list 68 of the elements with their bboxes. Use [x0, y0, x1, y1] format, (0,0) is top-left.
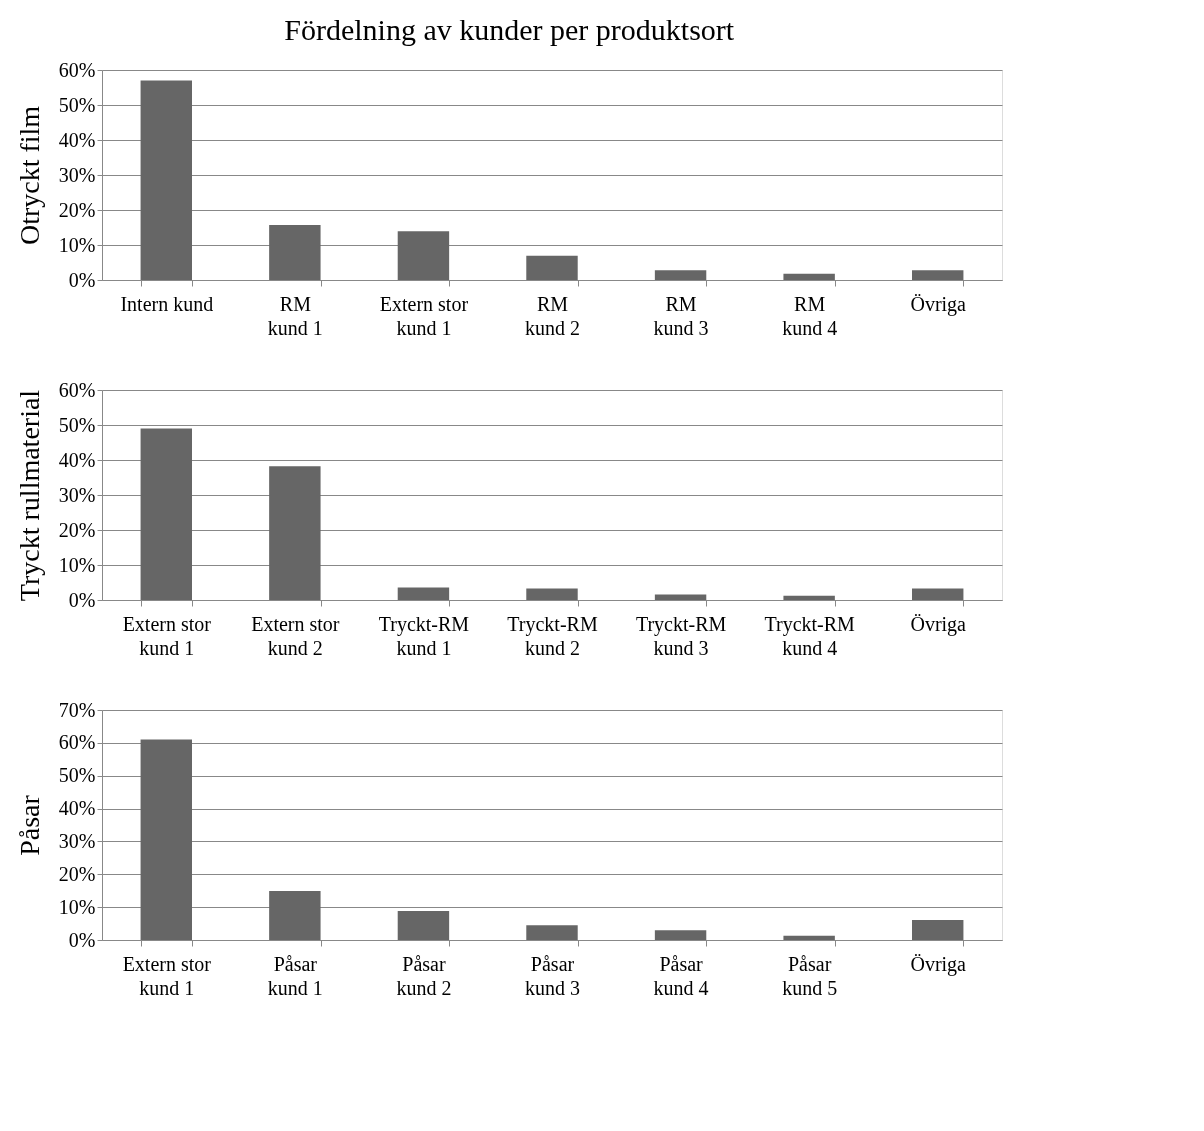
bar [783, 935, 835, 940]
x-tick-label: RM kund 1 [267, 292, 323, 339]
x-tick-label: Extern stor kund 1 [122, 952, 212, 999]
y-tick-label: 60% [58, 378, 96, 401]
x-tick-label: Intern kund [120, 292, 214, 315]
x-tick-label: Tryckt-RM kund 3 [635, 612, 727, 659]
x-tick-label: Påsar kund 3 [525, 952, 580, 999]
y-tick-label: 40% [58, 128, 96, 151]
x-tick-label: Påsar kund 4 [653, 952, 709, 999]
bar [654, 270, 707, 280]
bar [912, 919, 964, 940]
bar [269, 466, 321, 600]
y-tick-label: 30% [58, 483, 96, 506]
y-tick-label: 50% [58, 764, 96, 787]
y-axis-title: Otryckt film [13, 105, 45, 246]
y-axis-title: Påsar [13, 794, 45, 856]
chart-title: Fördelning av kunder per produktsort [284, 12, 735, 46]
y-tick-label: 10% [58, 895, 96, 918]
y-tick-label: 30% [58, 829, 96, 852]
y-tick-label: 50% [58, 93, 96, 116]
bar [140, 80, 192, 280]
x-tick-label: Extern stor kund 2 [251, 612, 340, 659]
y-tick-label: 40% [58, 448, 96, 471]
bar [526, 588, 578, 600]
x-tick-label: Övriga [910, 952, 967, 976]
y-tick-label: 70% [58, 698, 96, 721]
bar [654, 594, 707, 600]
bar [912, 588, 964, 600]
bar [397, 911, 450, 940]
x-tick-label: Extern stor kund 1 [122, 612, 212, 659]
y-tick-label: 60% [58, 731, 96, 754]
x-tick-label: Påsar kund 2 [396, 952, 452, 999]
x-tick-label: RM kund 4 [782, 292, 838, 339]
bar [269, 891, 321, 940]
y-tick-label: 30% [58, 163, 96, 186]
bar [397, 587, 450, 600]
x-tick-label: Extern stor kund 1 [379, 292, 469, 339]
bar [397, 231, 450, 280]
bar [140, 739, 192, 940]
bar [140, 428, 192, 600]
y-tick-label: 10% [58, 553, 96, 576]
bar [269, 225, 321, 280]
bar [526, 255, 578, 280]
x-tick-label: Tryckt-RM kund 1 [378, 612, 470, 659]
x-tick-label: Övriga [910, 612, 967, 636]
y-tick-label: 0% [68, 588, 96, 611]
bar [912, 270, 964, 280]
x-tick-label: Övriga [910, 292, 967, 316]
bar [783, 595, 835, 600]
y-tick-label: 60% [58, 58, 96, 81]
x-tick-label: RM kund 3 [653, 292, 709, 339]
x-tick-label: Påsar kund 5 [782, 952, 838, 999]
x-tick-label: Tryckt-RM kund 2 [507, 612, 598, 659]
y-tick-label: 50% [58, 413, 96, 436]
y-tick-label: 20% [58, 198, 96, 221]
y-tick-label: 0% [68, 928, 96, 951]
x-tick-label: Tryckt-RM kund 4 [764, 612, 856, 659]
y-axis-title: Tryckt rullmaterial [13, 389, 45, 602]
x-tick-label: RM kund 2 [525, 292, 580, 339]
y-tick-label: 0% [68, 268, 96, 291]
y-tick-label: 10% [58, 233, 96, 256]
bar [526, 925, 578, 940]
bar [783, 273, 835, 280]
bar [654, 930, 707, 940]
y-tick-label: 20% [58, 862, 96, 885]
y-tick-label: 40% [58, 797, 96, 820]
x-tick-label: Påsar kund 1 [267, 952, 323, 999]
y-tick-label: 20% [58, 518, 96, 541]
